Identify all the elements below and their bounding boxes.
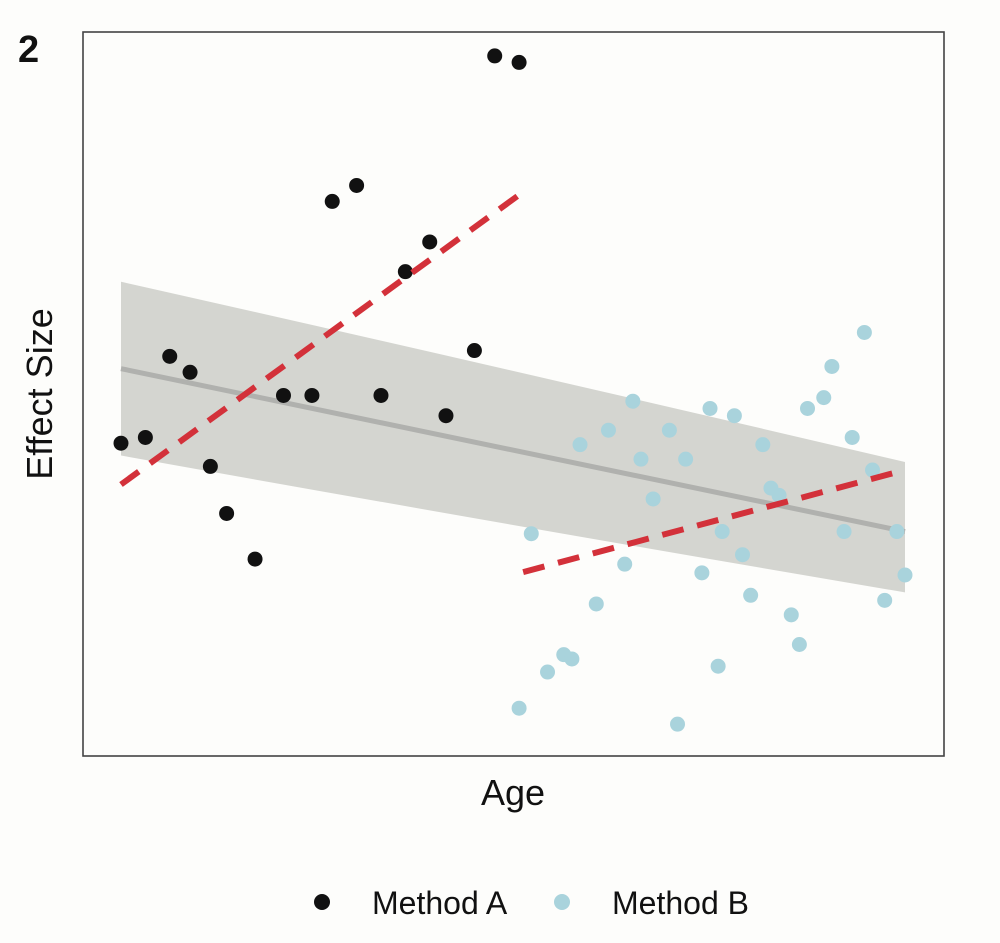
confidence-band — [121, 281, 905, 593]
method-a-trend-line — [119, 192, 521, 487]
legend: Method A Method B — [314, 885, 749, 921]
method-b-point — [771, 487, 787, 503]
method-b-point — [889, 524, 905, 540]
confidence-band-layer — [121, 281, 905, 593]
method-b-point — [877, 592, 893, 608]
method-a-point — [487, 48, 503, 64]
method-a-point — [324, 193, 340, 209]
data-points-layer — [113, 48, 913, 732]
method-a-point — [438, 408, 454, 424]
method-b-trend-line — [522, 467, 906, 576]
method-b-point — [743, 587, 759, 603]
method-b-point — [710, 658, 726, 674]
method-b-point — [702, 400, 718, 416]
method-b-point — [824, 358, 840, 374]
method-a-point — [466, 343, 482, 359]
method-b-point — [625, 393, 641, 409]
method-b-point — [755, 437, 771, 453]
method-b-point — [816, 390, 832, 406]
method-b-point — [714, 524, 730, 540]
method-b-point — [735, 547, 751, 563]
method-a-point — [113, 435, 129, 451]
panel-label: 2 — [18, 29, 39, 71]
method-a-point — [219, 505, 235, 521]
method-b-point — [897, 567, 913, 583]
method-b-point — [523, 526, 539, 542]
method-a-point — [202, 458, 218, 474]
legend-method-a-marker — [314, 894, 330, 910]
x-axis-label: Age — [481, 772, 545, 813]
method-b-point — [633, 451, 649, 467]
method-b-point — [844, 429, 860, 445]
method-a-point — [275, 387, 291, 403]
method-a-point — [397, 264, 413, 280]
method-a-point — [247, 551, 263, 567]
legend-method-a-label: Method A — [372, 885, 508, 921]
method-a-point — [511, 54, 527, 70]
method-b-point — [617, 556, 633, 572]
y-axis-label: Effect Size — [19, 308, 60, 479]
method-b-point — [678, 451, 694, 467]
method-b-point — [661, 422, 677, 438]
plot-area-border — [82, 31, 945, 757]
method-b-point — [588, 596, 604, 612]
method-b-point — [511, 700, 527, 716]
method-b-point — [726, 408, 742, 424]
method-a-point — [422, 234, 438, 250]
method-b-point — [540, 664, 556, 680]
method-a-point — [373, 387, 389, 403]
method-a-point — [137, 429, 153, 445]
legend-method-b-marker — [554, 894, 570, 910]
method-b-point — [564, 651, 580, 667]
method-b-point — [865, 462, 881, 478]
method-b-point — [836, 524, 852, 540]
method-b-point — [600, 422, 616, 438]
method-a-point — [182, 364, 198, 380]
method-b-point — [694, 565, 710, 581]
method-b-point — [645, 491, 661, 507]
legend-method-b-label: Method B — [612, 885, 749, 921]
trend-lines-layer — [119, 192, 906, 576]
method-a-point — [349, 177, 365, 193]
method-b-point — [800, 400, 816, 416]
method-a-point — [304, 387, 320, 403]
method-b-point — [572, 437, 588, 453]
method-a-point — [162, 348, 178, 364]
method-b-point — [783, 607, 799, 623]
method-b-point — [856, 324, 872, 340]
method-b-point — [791, 637, 807, 653]
method-b-point — [670, 716, 686, 732]
